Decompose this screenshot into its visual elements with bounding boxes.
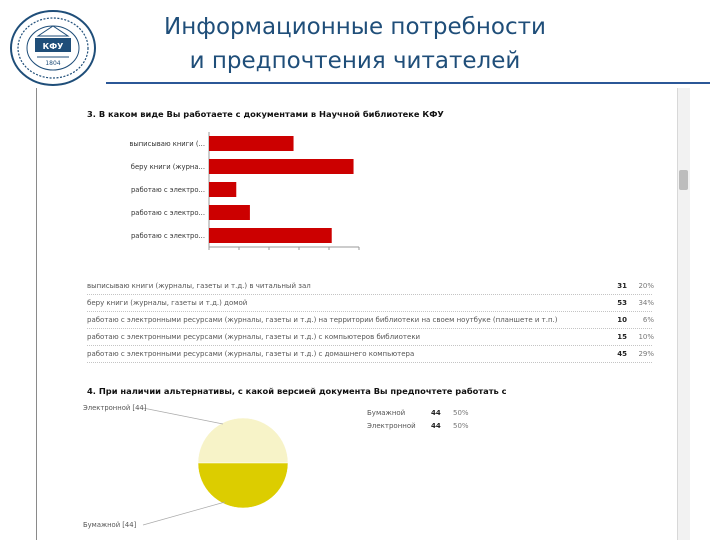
x-tick-label: 11 (235, 253, 244, 254)
pie-leader-line (142, 501, 226, 526)
kfu-logo: КФУ 1804 (10, 10, 96, 86)
bar-category-label: выписываю книги (... (129, 140, 205, 148)
title-divider (106, 82, 710, 84)
row-percent: 34% (638, 299, 654, 307)
row-label: выписываю книги (журналы, газеты и т.д.)… (87, 282, 311, 290)
table-row: работаю с электронными ресурсами (журнал… (87, 312, 654, 329)
table-row: работаю с электронными ресурсами (журнал… (87, 346, 654, 363)
row-percent: 20% (638, 282, 654, 290)
bar-category-label: беру книги (журна... (131, 163, 205, 171)
q4-legend: Бумажной 44 50% Электронной 44 50% (367, 407, 497, 433)
pie-slice (197, 462, 289, 509)
bar (209, 136, 294, 151)
row-label: беру книги (журналы, газеты и т.д.) домо… (87, 299, 248, 307)
x-tick-label: 0 (207, 253, 211, 254)
row-count: 45 (617, 350, 627, 358)
bar (209, 182, 237, 197)
pie-slice (197, 417, 289, 464)
row-count: 53 (617, 299, 627, 307)
survey-results-panel: 3. В каком виде Вы работаете с документа… (36, 88, 690, 540)
x-tick-label: 44 (325, 253, 334, 254)
row-percent: 10% (638, 333, 654, 341)
bar (209, 159, 354, 174)
legend-count: 44 (431, 409, 441, 417)
bar-category-label: работаю с электро... (131, 186, 205, 194)
row-label: работаю с электронными ресурсами (журнал… (87, 350, 415, 358)
table-row: работаю с электронными ресурсами (журнал… (87, 329, 654, 346)
pie-slice-label: Электронной [44] (83, 404, 147, 412)
q4-title: 4. При наличии альтернативы, с какой вер… (87, 386, 507, 396)
legend-count: 44 (431, 422, 441, 430)
x-tick-label: 55 (355, 253, 364, 254)
legend-row: Электронной 44 50% (367, 420, 497, 433)
slide-title: Информационные потребности и предпочтени… (120, 10, 590, 78)
logo-year: 1804 (45, 60, 60, 67)
row-label: работаю с электронными ресурсами (журнал… (87, 316, 558, 324)
row-count: 10 (617, 316, 627, 324)
legend-row: Бумажной 44 50% (367, 407, 497, 420)
slide-title-line-2: и предпочтения читателей (189, 48, 521, 74)
q3-results-table: выписываю книги (журналы, газеты и т.д.)… (87, 278, 654, 363)
x-tick-label: 33 (295, 253, 304, 254)
q3-title: 3. В каком виде Вы работаете с документа… (87, 109, 444, 119)
legend-label: Электронной (367, 422, 416, 430)
pie-slice-label: Бумажной [44] (83, 521, 137, 529)
bar (209, 205, 250, 220)
bar-category-label: работаю с электро... (131, 232, 205, 240)
legend-label: Бумажной (367, 409, 406, 417)
legend-percent: 50% (453, 409, 469, 417)
row-percent: 29% (638, 350, 654, 358)
table-row: выписываю книги (журналы, газеты и т.д.)… (87, 278, 654, 295)
x-tick-label: 22 (265, 253, 274, 254)
bar-category-label: работаю с электро... (131, 209, 205, 217)
q3-bar-chart: выписываю книги (... беру книги (журна...… (129, 132, 364, 254)
table-row: беру книги (журналы, газеты и т.д.) домо… (87, 295, 654, 312)
bar (209, 228, 332, 243)
q4-pie-chart: Электронной [44] Бумажной [44] (83, 404, 289, 529)
row-label: работаю с электронными ресурсами (журнал… (87, 333, 421, 341)
row-count: 15 (617, 333, 627, 341)
vertical-scrollbar[interactable] (677, 88, 690, 540)
legend-percent: 50% (453, 422, 469, 430)
row-count: 31 (617, 282, 627, 290)
slide-title-line-1: Информационные потребности (164, 14, 546, 40)
logo-text: КФУ (43, 42, 64, 51)
scrollbar-thumb[interactable] (679, 170, 688, 190)
pie-leader-line (142, 407, 224, 425)
row-percent: 6% (642, 316, 654, 324)
